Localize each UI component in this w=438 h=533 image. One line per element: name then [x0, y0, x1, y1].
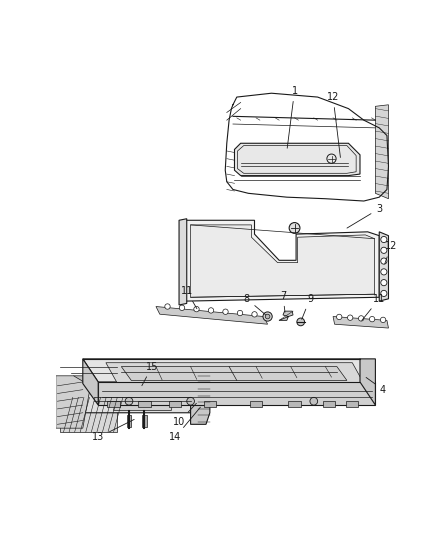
- Text: 4: 4: [366, 377, 386, 394]
- Polygon shape: [375, 105, 389, 199]
- Polygon shape: [179, 219, 187, 305]
- Text: 13: 13: [92, 419, 134, 442]
- Bar: [250, 401, 262, 407]
- Bar: [288, 401, 301, 407]
- Circle shape: [310, 398, 318, 405]
- Text: 15: 15: [142, 361, 158, 386]
- Circle shape: [194, 306, 199, 312]
- Circle shape: [336, 314, 342, 320]
- Text: 9: 9: [302, 294, 313, 319]
- Polygon shape: [113, 388, 175, 410]
- Text: 12: 12: [327, 92, 340, 157]
- Bar: [323, 401, 336, 407]
- Circle shape: [265, 314, 270, 319]
- Text: 14: 14: [169, 407, 200, 442]
- Text: 7: 7: [280, 290, 286, 312]
- Circle shape: [263, 312, 272, 321]
- Bar: [346, 401, 358, 407]
- Text: 12: 12: [385, 241, 397, 264]
- Polygon shape: [60, 398, 117, 432]
- Text: 3: 3: [347, 204, 382, 228]
- Bar: [138, 401, 151, 407]
- Polygon shape: [185, 220, 379, 301]
- Polygon shape: [83, 359, 98, 405]
- Polygon shape: [379, 232, 389, 301]
- Circle shape: [252, 312, 257, 317]
- Circle shape: [187, 398, 194, 405]
- Polygon shape: [56, 376, 91, 428]
- Text: 10: 10: [173, 403, 196, 427]
- Circle shape: [381, 269, 387, 275]
- Circle shape: [165, 304, 170, 309]
- Bar: [169, 401, 181, 407]
- Polygon shape: [106, 363, 364, 384]
- Circle shape: [381, 237, 387, 243]
- Circle shape: [208, 308, 214, 313]
- Polygon shape: [83, 359, 375, 382]
- Polygon shape: [279, 311, 293, 320]
- Circle shape: [381, 290, 387, 296]
- Polygon shape: [156, 306, 268, 324]
- Polygon shape: [191, 373, 210, 424]
- Bar: [142, 415, 147, 426]
- Text: 11: 11: [362, 294, 385, 320]
- Bar: [204, 401, 216, 407]
- Polygon shape: [333, 317, 389, 328]
- Circle shape: [358, 316, 364, 321]
- Circle shape: [237, 310, 243, 316]
- Text: 11: 11: [180, 286, 197, 309]
- Circle shape: [380, 317, 386, 322]
- Bar: [127, 415, 131, 426]
- Circle shape: [289, 223, 300, 233]
- Polygon shape: [121, 367, 347, 381]
- Polygon shape: [360, 359, 375, 405]
- Circle shape: [381, 258, 387, 264]
- Polygon shape: [234, 143, 360, 175]
- Circle shape: [125, 398, 133, 405]
- Circle shape: [179, 305, 185, 311]
- Polygon shape: [71, 376, 201, 382]
- Bar: [107, 401, 120, 407]
- Circle shape: [347, 315, 353, 320]
- Text: 8: 8: [244, 294, 265, 314]
- Circle shape: [381, 247, 387, 253]
- Circle shape: [297, 318, 304, 326]
- Circle shape: [381, 280, 387, 286]
- Text: 1: 1: [287, 86, 297, 148]
- Polygon shape: [191, 225, 374, 297]
- Circle shape: [369, 317, 375, 322]
- Polygon shape: [83, 386, 198, 413]
- Polygon shape: [98, 382, 375, 405]
- Circle shape: [223, 309, 228, 314]
